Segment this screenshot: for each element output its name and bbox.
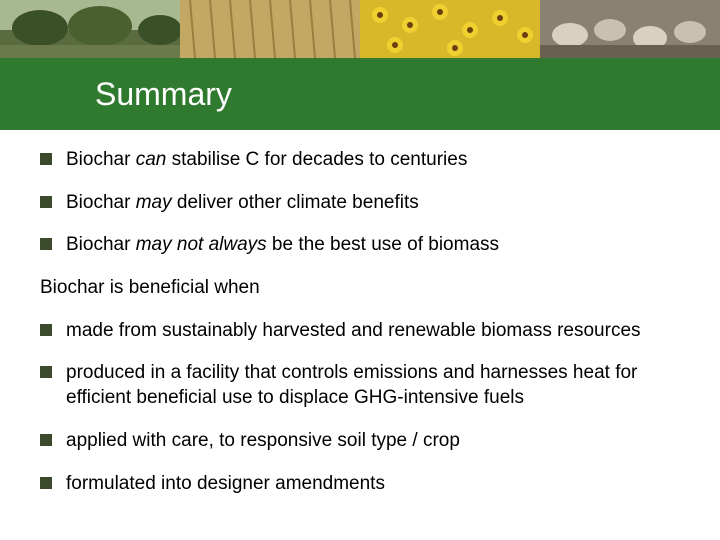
bullet-text: Biochar can stabilise C for decades to c… [66, 148, 467, 173]
bullet-item: produced in a facility that controls emi… [40, 361, 680, 410]
bullet-square-icon [40, 238, 52, 250]
bullet-text: made from sustainably harvested and rene… [66, 319, 641, 344]
bullet-text: formulated into designer amendments [66, 472, 385, 497]
banner-panel-4 [540, 0, 720, 58]
slide-title: Summary [95, 76, 232, 113]
bullet-item: Biochar may deliver other climate benefi… [40, 191, 680, 216]
bullet-square-icon [40, 196, 52, 208]
section-heading: Biochar is beneficial when [40, 276, 680, 301]
bullet-text: Biochar may not always be the best use o… [66, 233, 499, 258]
content-area: Biochar can stabilise C for decades to c… [0, 130, 720, 496]
bullet-text: produced in a facility that controls emi… [66, 361, 680, 410]
banner-image-strip [0, 0, 720, 58]
bullet-item: made from sustainably harvested and rene… [40, 319, 680, 344]
bullet-square-icon [40, 324, 52, 336]
bullet-item: formulated into designer amendments [40, 472, 680, 497]
bullet-square-icon [40, 153, 52, 165]
bullet-text: Biochar may deliver other climate benefi… [66, 191, 419, 216]
banner-panel-1 [0, 0, 180, 58]
bullet-square-icon [40, 477, 52, 489]
bullet-item: Biochar may not always be the best use o… [40, 233, 680, 258]
bullet-item: Biochar can stabilise C for decades to c… [40, 148, 680, 173]
banner-panel-3 [360, 0, 540, 58]
bullet-square-icon [40, 366, 52, 378]
bullet-square-icon [40, 434, 52, 446]
bullet-item: applied with care, to responsive soil ty… [40, 429, 680, 454]
title-bar: Summary [0, 58, 720, 130]
banner-panel-2 [180, 0, 360, 58]
bullet-text: applied with care, to responsive soil ty… [66, 429, 460, 454]
